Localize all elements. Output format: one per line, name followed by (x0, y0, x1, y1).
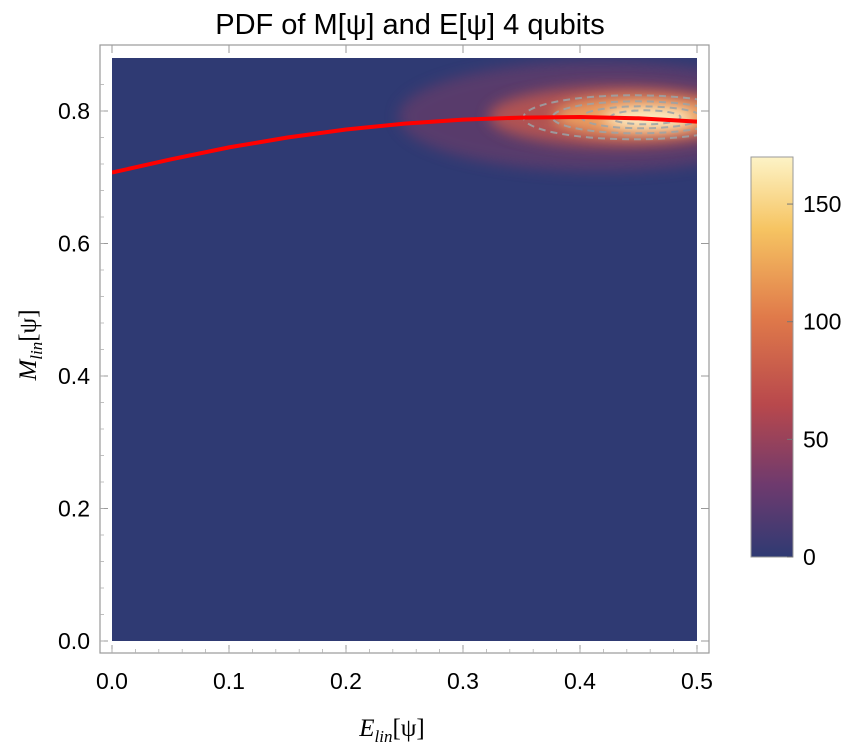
contour-line (551, 100, 697, 135)
x-tick-label: 0.5 (681, 668, 713, 694)
x-axis-label-main: E (358, 715, 374, 742)
y-axis-label: Mlin[ψ] (15, 309, 46, 381)
y-axis-label-sub: lin (27, 342, 46, 360)
x-axis: 0.0 0.1 0.2 0.3 0.4 0.5 (96, 45, 713, 694)
x-tick-label: 0.3 (447, 668, 479, 694)
x-tick-label: 0.1 (213, 668, 245, 694)
colorbar-tick-label: 0 (803, 544, 816, 570)
y-tick-label: 0.6 (58, 231, 90, 257)
x-tick-label: 0.2 (330, 668, 362, 694)
colorbar-tick-label: 50 (803, 426, 829, 452)
plot-frame (99, 44, 710, 654)
x-tick-label: 0.0 (96, 668, 128, 694)
x-axis-label-sub: lin (375, 727, 393, 746)
y-axis-label-arg: [ψ] (15, 309, 42, 341)
x-axis-label-arg: [ψ] (392, 715, 424, 742)
y-axis: 0.0 0.2 0.4 0.6 0.8 (58, 84, 709, 654)
colorbar (750, 156, 794, 558)
x-tick-label: 0.4 (564, 668, 596, 694)
x-axis-label: Elin[ψ] (358, 715, 425, 746)
y-tick-label: 0.4 (58, 363, 90, 389)
y-tick-label: 0.2 (58, 496, 90, 522)
y-axis-label-main: M (15, 359, 42, 382)
colorbar-tick-label: 150 (803, 191, 841, 217)
colorbar-ticks: 0 50 100 150 (787, 191, 841, 570)
y-tick-label: 0.8 (58, 98, 90, 124)
y-tick-label: 0.0 (58, 628, 90, 654)
fit-curve (112, 114, 697, 175)
chart-title: PDF of M[ψ] and E[ψ] 4 qubits (215, 9, 605, 41)
colorbar-tick-label: 100 (803, 309, 841, 335)
